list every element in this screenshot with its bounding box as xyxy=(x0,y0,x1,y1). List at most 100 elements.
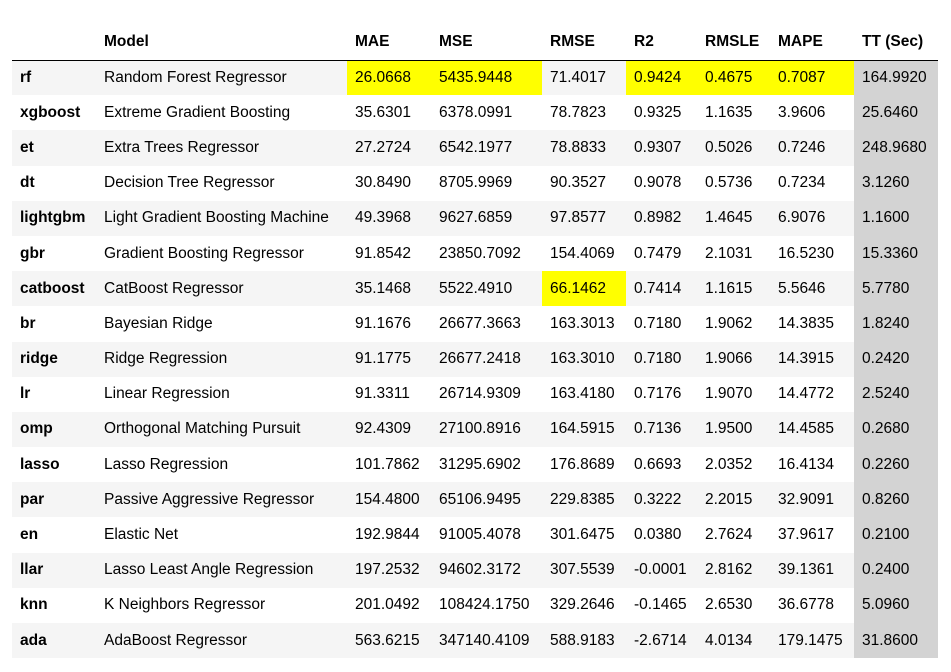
tt-cell: 25.6460 xyxy=(854,95,938,131)
mae-cell: 49.3968 xyxy=(355,209,412,227)
tt-cell: 0.2260 xyxy=(854,447,938,483)
rmse-cell: 66.1462 xyxy=(542,271,626,307)
rmsle-cell: 2.6530 xyxy=(705,596,753,614)
mape-cell: 32.9091 xyxy=(778,490,835,508)
rmse-cell: 307.5539 xyxy=(550,561,615,579)
table-row: ada AdaBoost Regressor 563.6215 347140.4109… xyxy=(12,623,938,659)
table-row: dt Decision Tree Regressor 30.8490 8705.996… xyxy=(12,165,938,201)
model-name-cell: Lasso Regression xyxy=(104,455,229,473)
model-name-cell: Lasso Least Angle Regression xyxy=(104,561,314,579)
mse-cell: 5522.4910 xyxy=(439,279,513,297)
row-index-label: knn xyxy=(20,596,48,614)
model-name-cell: Random Forest Regressor xyxy=(104,68,287,86)
table-body: rf Random Forest Regressor 26.0668 5435.944… xyxy=(12,60,938,659)
mae-cell: 91.1775 xyxy=(355,350,412,368)
r2-cell: 0.8982 xyxy=(634,209,682,227)
mse-cell: 26714.9309 xyxy=(439,385,521,403)
header-mse: MSE xyxy=(431,24,542,61)
mse-cell: 6542.1977 xyxy=(439,138,513,156)
row-index-label: lightgbm xyxy=(20,209,86,227)
mape-cell: 3.9606 xyxy=(778,103,826,121)
row-index-label: rf xyxy=(20,68,32,86)
r2-cell: -0.0001 xyxy=(634,561,687,579)
mse-cell: 5435.9448 xyxy=(431,60,542,96)
r2-cell: 0.7479 xyxy=(634,244,682,262)
mae-cell: 27.2724 xyxy=(355,138,412,156)
table-row: lr Linear Regression 91.3311 26714.9309 163.… xyxy=(12,376,938,412)
table-row: en Elastic Net 192.9844 91005.4078 301.6475 0… xyxy=(12,517,938,553)
mse-cell: 91005.4078 xyxy=(439,526,521,544)
r2-cell: 0.7414 xyxy=(634,279,682,297)
rmsle-cell: 2.1031 xyxy=(705,244,753,262)
r2-cell: -0.1465 xyxy=(634,596,687,614)
row-index-label: gbr xyxy=(20,244,45,262)
r2-cell: 0.0380 xyxy=(634,526,682,544)
tt-cell: 31.8600 xyxy=(854,623,938,659)
mae-cell: 92.4309 xyxy=(355,420,412,438)
mape-cell: 0.7234 xyxy=(778,174,826,192)
mae-cell: 154.4800 xyxy=(355,490,420,508)
tt-cell: 0.2100 xyxy=(854,517,938,553)
rmsle-cell: 2.0352 xyxy=(705,455,753,473)
rmsle-cell: 0.5026 xyxy=(705,138,753,156)
model-name-cell: Ridge Regression xyxy=(104,350,228,368)
row-index-label: ada xyxy=(20,631,47,649)
r2-cell: 0.6693 xyxy=(634,455,682,473)
table-row: gbr Gradient Boosting Regressor 91.8542 238… xyxy=(12,235,938,272)
model-name-cell: Passive Aggressive Regressor xyxy=(104,490,315,508)
tt-cell: 1.8240 xyxy=(854,306,938,342)
rmsle-cell: 0.5736 xyxy=(705,174,753,192)
model-name-cell: Gradient Boosting Regressor xyxy=(104,244,304,262)
tt-cell: 0.2420 xyxy=(854,341,938,377)
header-row: Model MAE MSE RMSE R2 RMSLE MAPE TT (Sec… xyxy=(12,24,938,61)
mse-cell: 108424.1750 xyxy=(439,596,530,614)
header-model: Model xyxy=(96,24,347,61)
mse-cell: 27100.8916 xyxy=(439,420,521,438)
mape-cell: 0.7087 xyxy=(770,60,854,96)
table-row: lasso Lasso Regression 101.7862 31295.6902 1… xyxy=(12,447,938,483)
table-header: Model MAE MSE RMSE R2 RMSLE MAPE TT (Sec… xyxy=(12,24,938,61)
r2-cell: 0.9325 xyxy=(634,103,682,121)
mse-cell: 8705.9969 xyxy=(439,174,513,192)
r2-cell: 0.9078 xyxy=(634,174,682,192)
mae-cell: 26.0668 xyxy=(347,60,431,96)
row-index-label: br xyxy=(20,314,36,332)
rmsle-cell: 1.1635 xyxy=(705,103,753,121)
rmse-cell: 163.3013 xyxy=(550,314,615,332)
row-index-label: en xyxy=(20,526,39,544)
row-index-label: llar xyxy=(20,561,44,579)
mse-cell: 9627.6859 xyxy=(439,209,513,227)
r2-cell: -2.6714 xyxy=(634,631,687,649)
table-row: lightgbm Light Gradient Boosting Machine 4… xyxy=(12,200,938,236)
table-row: ridge Ridge Regression 91.1775 26677.2418 16… xyxy=(12,341,938,377)
mape-cell: 16.4134 xyxy=(778,455,835,473)
r2-cell: 0.9307 xyxy=(634,138,682,156)
mape-cell: 179.1475 xyxy=(778,631,843,649)
model-name-cell: K Neighbors Regressor xyxy=(104,596,266,614)
model-name-cell: CatBoost Regressor xyxy=(104,279,244,297)
mae-cell: 101.7862 xyxy=(355,455,420,473)
tt-cell: 0.8260 xyxy=(854,482,938,518)
rmse-cell: 229.8385 xyxy=(550,490,615,508)
table-row: catboost CatBoost Regressor 35.1468 5522.49… xyxy=(12,271,938,307)
r2-cell: 0.7176 xyxy=(634,385,682,403)
rmsle-cell: 0.4675 xyxy=(697,60,770,96)
row-index-label: dt xyxy=(20,174,35,192)
mae-cell: 563.6215 xyxy=(355,631,420,649)
model-name-cell: Bayesian Ridge xyxy=(104,314,213,332)
mse-cell: 347140.4109 xyxy=(439,631,530,649)
mape-cell: 37.9617 xyxy=(778,526,835,544)
table-row: par Passive Aggressive Regressor 154.4800 6… xyxy=(12,482,938,518)
rmse-cell: 301.6475 xyxy=(550,526,615,544)
model-name-cell: Orthogonal Matching Pursuit xyxy=(104,420,301,438)
mape-cell: 14.4772 xyxy=(778,385,835,403)
rmsle-cell: 1.4645 xyxy=(705,209,753,227)
rmse-cell: 588.9183 xyxy=(550,631,615,649)
rmsle-cell: 1.9062 xyxy=(705,314,753,332)
mae-cell: 35.6301 xyxy=(355,103,412,121)
rmsle-cell: 4.0134 xyxy=(705,631,753,649)
rmse-cell: 78.7823 xyxy=(550,103,607,121)
rmsle-cell: 2.8162 xyxy=(705,561,753,579)
rmsle-cell: 2.7624 xyxy=(705,526,753,544)
mae-cell: 192.9844 xyxy=(355,526,420,544)
